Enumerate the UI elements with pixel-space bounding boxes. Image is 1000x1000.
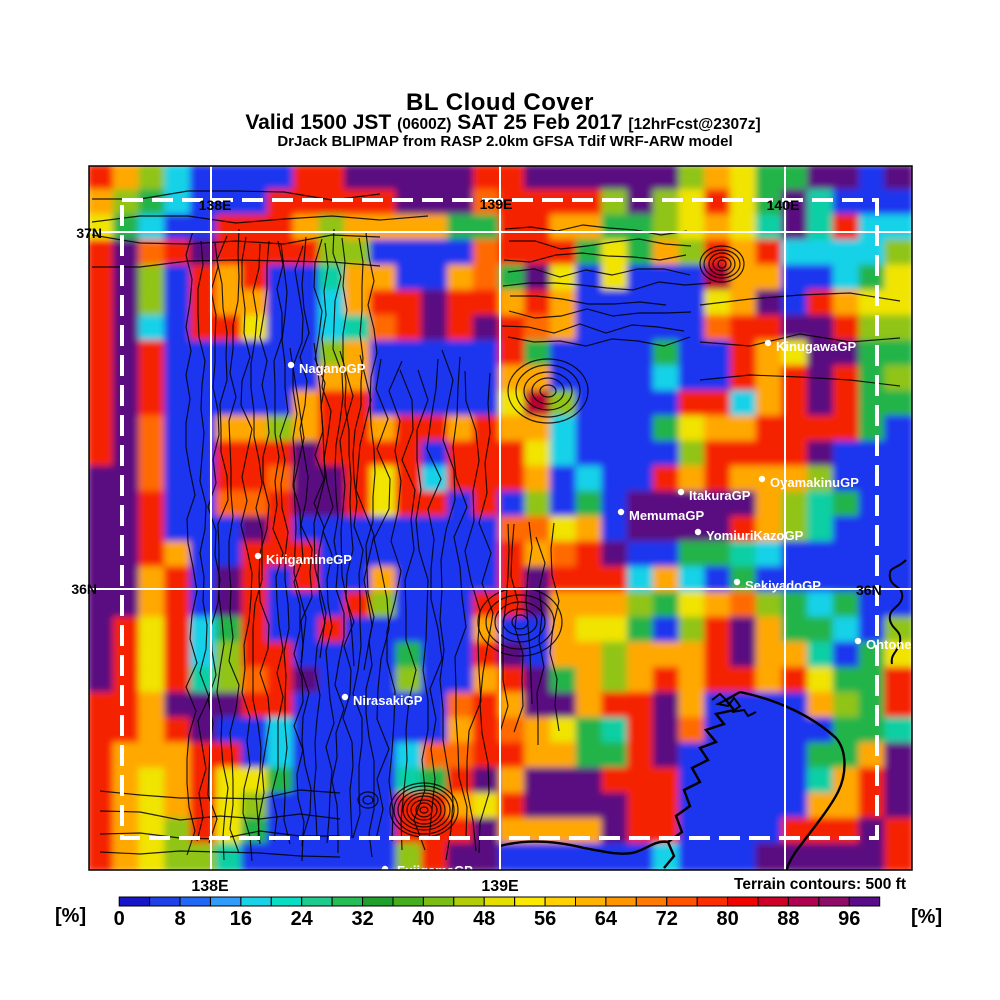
svg-text:96: 96 xyxy=(838,908,860,930)
svg-text:SekiyadoGP: SekiyadoGP xyxy=(745,578,821,593)
svg-text:Valid 1500 JST (0600Z) SAT 25: Valid 1500 JST (0600Z) SAT 25 Feb 2017 [… xyxy=(245,111,760,134)
svg-text:40: 40 xyxy=(412,908,434,930)
svg-text:16: 16 xyxy=(230,908,252,930)
svg-text:72: 72 xyxy=(656,908,678,930)
svg-text:OyamakinuGP: OyamakinuGP xyxy=(770,475,859,490)
svg-text:FujigamaGP: FujigamaGP xyxy=(397,863,473,878)
svg-text:NaganoGP: NaganoGP xyxy=(299,361,366,376)
svg-text:DrJack BLIPMAP from RASP 2.0km: DrJack BLIPMAP from RASP 2.0km GFSA Tdif… xyxy=(277,133,732,150)
svg-text:MemumaGP: MemumaGP xyxy=(629,508,704,523)
svg-text:NirasakiGP: NirasakiGP xyxy=(353,693,423,708)
svg-text:80: 80 xyxy=(716,908,738,930)
svg-text:32: 32 xyxy=(351,908,373,930)
svg-text:140E: 140E xyxy=(767,197,800,213)
svg-text:KinugawaGP: KinugawaGP xyxy=(776,339,857,354)
svg-text:[%]: [%] xyxy=(911,906,942,928)
svg-text:36N: 36N xyxy=(856,582,882,598)
svg-text:36N: 36N xyxy=(71,581,97,597)
svg-text:56: 56 xyxy=(534,908,556,930)
svg-text:88: 88 xyxy=(777,908,799,930)
svg-text:KirigamineGP: KirigamineGP xyxy=(266,552,352,567)
svg-text:138E: 138E xyxy=(199,197,232,213)
svg-text:Terrain contours: 500 ft: Terrain contours: 500 ft xyxy=(734,876,906,893)
svg-text:64: 64 xyxy=(595,908,618,930)
svg-text:139E: 139E xyxy=(481,878,519,895)
svg-text:48: 48 xyxy=(473,908,495,930)
svg-text:138E: 138E xyxy=(191,878,229,895)
svg-text:[%]: [%] xyxy=(55,905,86,927)
svg-text:0: 0 xyxy=(114,908,125,930)
svg-text:ItakuraGP: ItakuraGP xyxy=(689,488,751,503)
svg-text:8: 8 xyxy=(174,908,185,930)
svg-text:139E: 139E xyxy=(480,196,513,212)
svg-text:YomiuriKazoGP: YomiuriKazoGP xyxy=(706,528,804,543)
svg-text:Ohtone: Ohtone xyxy=(866,637,912,652)
svg-text:24: 24 xyxy=(291,908,314,930)
svg-text:BL Cloud Cover: BL Cloud Cover xyxy=(406,89,594,116)
svg-text:37N: 37N xyxy=(76,225,102,241)
